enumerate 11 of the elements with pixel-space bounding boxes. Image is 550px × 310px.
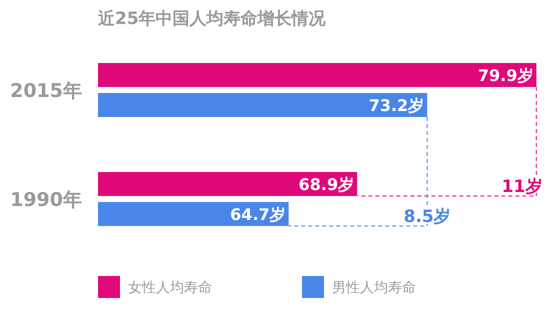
annotation: 11岁 [502,177,542,197]
y-tick-label: 1990年 [10,189,82,211]
legend-label: 男性人均寿命 [332,280,416,296]
data-label: 64.7岁 [230,205,286,224]
data-label: 68.9岁 [298,175,354,194]
y-tick-label: 2015年 [10,80,82,102]
data-label: 79.9岁 [478,66,534,85]
annotation: 8.5岁 [404,207,451,227]
chart-title: 近25年中国人均寿命增长情况 [97,9,327,29]
data-label: 73.2岁 [368,96,424,115]
legend-label: 女性人均寿命 [128,280,212,296]
